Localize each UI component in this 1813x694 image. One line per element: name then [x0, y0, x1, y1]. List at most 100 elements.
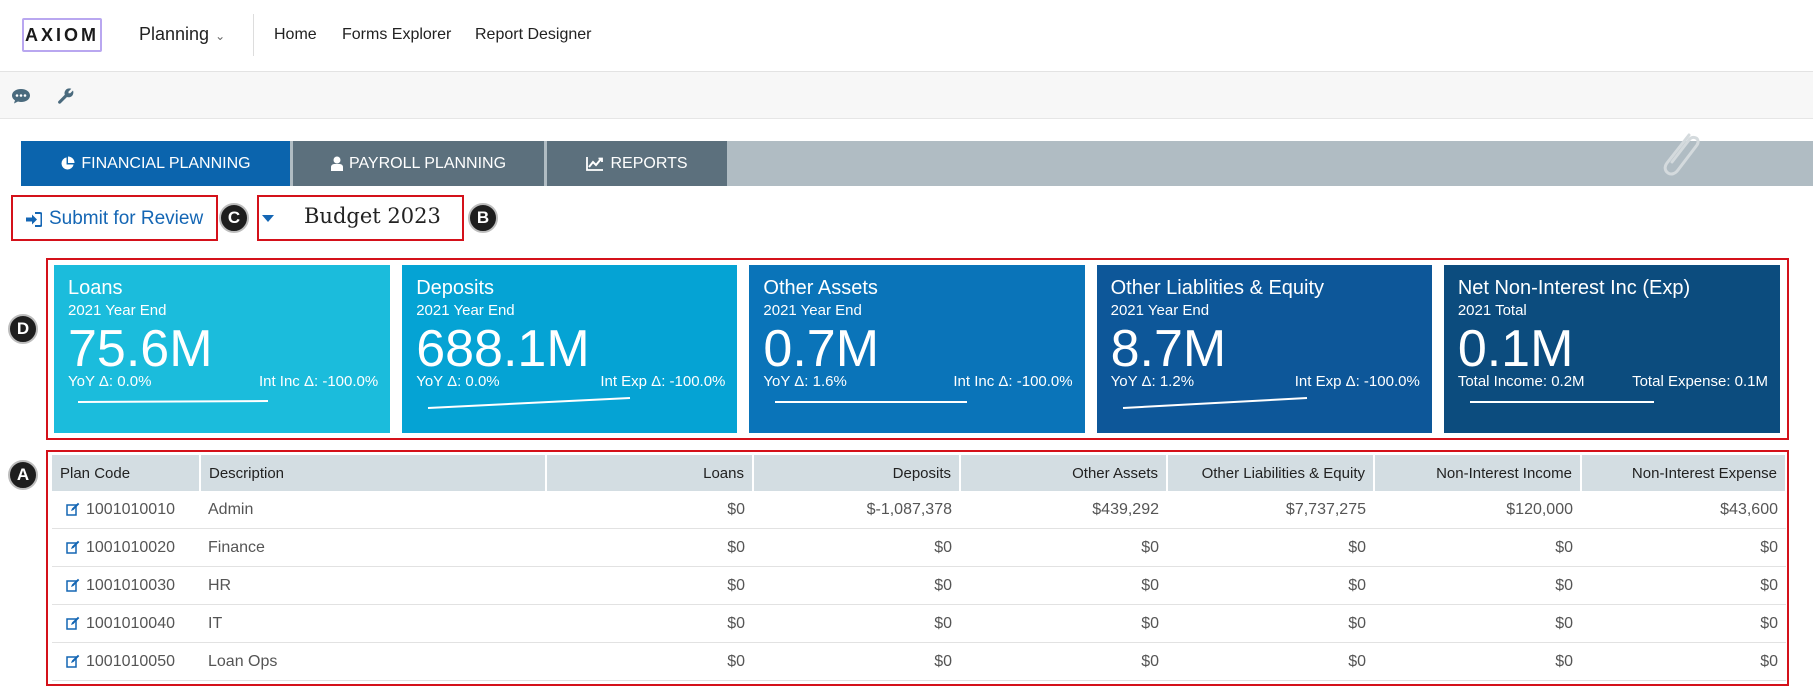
table-cell: $0 [1581, 642, 1786, 681]
table-cell: Admin [200, 491, 546, 529]
tab-financial-planning[interactable]: FINANCIAL PLANNING [21, 141, 290, 186]
kpi-value: 0.1M [1457, 320, 1574, 378]
column-header[interactable]: Plan Code [52, 455, 201, 491]
plan-code-cell[interactable]: 1001010030 [52, 566, 200, 605]
tab-reports-label: REPORTS [610, 154, 688, 172]
plan-code-link[interactable]: 1001010010 [86, 500, 175, 518]
table-cell: $0 [1581, 566, 1786, 605]
column-header[interactable]: Deposits [753, 455, 961, 491]
table-cell: $0 [546, 528, 753, 567]
nav-forms-explorer[interactable]: Forms Explorer [342, 26, 452, 43]
table-cell: $0 [753, 566, 960, 605]
axiom-logo[interactable]: AXIOM [22, 18, 102, 52]
table-cell: Finance [200, 528, 546, 567]
table-cell: Loan Ops [200, 642, 546, 681]
plan-code-link[interactable]: 1001010040 [86, 614, 175, 632]
column-header[interactable]: Description [200, 455, 547, 491]
kpi-card-other-assets[interactable]: Other Assets 2021 Year End 0.7M YoY Δ: 1… [749, 265, 1085, 433]
kpi-left-stat: YoY Δ: 1.2% [1110, 373, 1195, 390]
column-header[interactable]: Other Liabilities & Equity [1167, 455, 1375, 491]
kpi-subtitle: 2021 Total [1457, 302, 1527, 319]
table-cell: $120,000 [1374, 491, 1581, 529]
table-cell: $0 [753, 642, 960, 681]
table-cell: $-1,087,378 [753, 491, 960, 529]
marker-c: C [219, 203, 249, 233]
column-header[interactable]: Non-Interest Income [1374, 455, 1582, 491]
nav-home[interactable]: Home [274, 26, 317, 43]
kpi-subtitle: 2021 Year End [763, 302, 862, 319]
kpi-right-stat: Int Exp Δ: -100.0% [1294, 373, 1420, 390]
kpi-value: 688.1M [416, 320, 590, 378]
table-cell: $43,600 [1581, 491, 1786, 529]
table-cell: $0 [1581, 604, 1786, 643]
kpi-title: Other Liablities & Equity [1110, 277, 1325, 299]
budget-selector[interactable]: Budget 2023 [262, 204, 441, 228]
table-cell: $0 [546, 491, 753, 529]
kpi-right-stat: Int Inc Δ: -100.0% [258, 373, 379, 390]
sign-in-icon [26, 211, 42, 227]
kpi-footer: YoY Δ: 1.6% Int Inc Δ: -100.0% [763, 373, 1072, 390]
kpi-card-other-liabilities-equity[interactable]: Other Liablities & Equity 2021 Year End … [1096, 265, 1432, 433]
kpi-title: Net Non-Interest Inc (Exp) [1457, 277, 1691, 299]
edit-icon[interactable] [66, 540, 80, 555]
column-header[interactable]: Other Assets [960, 455, 1168, 491]
plan-code-cell[interactable]: 1001010050 [52, 642, 200, 681]
kpi-right-stat: Int Inc Δ: -100.0% [953, 373, 1073, 390]
kpi-sparkline [428, 397, 631, 409]
kpi-left-stat: Total Income: 0.2M [1457, 373, 1585, 390]
table-cell: $0 [1374, 528, 1581, 567]
table-cell: $0 [1581, 528, 1786, 567]
tab-payroll-planning[interactable]: PAYROLL PLANNING [293, 141, 544, 186]
table-row[interactable]: 1001010010 Admin $0 $-1,087,378 $439,292 $7,7… [52, 491, 1786, 529]
dropdown-caret-icon [262, 214, 274, 222]
kpi-title: Deposits [416, 277, 495, 299]
plan-code-cell[interactable]: 1001010010 [52, 491, 200, 529]
table-cell: $0 [753, 604, 960, 643]
table-cell: IT [200, 604, 546, 643]
nav-report-designer[interactable]: Report Designer [475, 26, 592, 43]
tab-reports[interactable]: REPORTS [547, 141, 727, 186]
kpi-card-deposits[interactable]: Deposits 2021 Year End 688.1M YoY Δ: 0.0… [402, 265, 738, 433]
table-row[interactable]: 1001010050 Loan Ops $0 $0 $0 $0 $0 $0 [52, 642, 1786, 681]
plan-code-link[interactable]: 1001010050 [86, 652, 175, 670]
table-cell: $0 [1374, 642, 1581, 681]
chat-icon[interactable] [9, 84, 33, 108]
table-cell: $0 [960, 566, 1167, 605]
edit-icon[interactable] [66, 578, 80, 593]
plan-code-table: Plan Code Description Loans Deposits Oth… [52, 455, 1787, 681]
plan-code-link[interactable]: 1001010030 [86, 576, 175, 594]
table-row[interactable]: 1001010030 HR $0 $0 $0 $0 $0 $0 [52, 566, 1786, 605]
kpi-value: 75.6M [68, 320, 213, 378]
kpi-card-net-non-interest[interactable]: Net Non-Interest Inc (Exp) 2021 Total 0.… [1443, 265, 1781, 433]
table-row[interactable]: 1001010040 IT $0 $0 $0 $0 $0 $0 [52, 604, 1786, 643]
budget-selector-value: Budget 2023 [304, 204, 441, 228]
column-header[interactable]: Non-Interest Expense [1581, 455, 1787, 491]
paperclip-icon[interactable] [1655, 127, 1703, 184]
line-chart-icon [586, 156, 604, 171]
table-cell: $0 [546, 566, 753, 605]
column-header[interactable]: Loans [546, 455, 754, 491]
kpi-footer: YoY Δ: 1.2% Int Exp Δ: -100.0% [1111, 373, 1420, 390]
table-cell: $0 [546, 642, 753, 681]
highlight-box-a [46, 450, 1789, 686]
table-cell: $0 [960, 528, 1167, 567]
edit-icon[interactable] [66, 502, 80, 517]
table-cell: HR [200, 566, 546, 605]
kpi-card-loans[interactable]: Loans 2021 Year End 75.6M YoY Δ: 0.0% Int… [54, 265, 391, 433]
plan-code-cell[interactable]: 1001010020 [52, 528, 200, 567]
edit-icon[interactable] [66, 616, 80, 631]
table-cell: $0 [1167, 566, 1374, 605]
pie-chart-icon [60, 156, 75, 171]
planning-menu[interactable]: Planning ⌄ [139, 24, 225, 45]
plan-code-link[interactable]: 1001010020 [86, 538, 175, 556]
submit-for-review-button[interactable]: Submit for Review [26, 208, 203, 230]
edit-icon[interactable] [66, 654, 80, 669]
plan-code-cell[interactable]: 1001010040 [52, 604, 200, 643]
table-cell: $0 [1374, 604, 1581, 643]
kpi-sparkline [1122, 397, 1307, 409]
wrench-icon[interactable] [54, 84, 78, 108]
kpi-right-stat: Total Expense: 0.1M [1632, 373, 1769, 390]
kpi-value: 0.7M [763, 320, 880, 378]
table-row[interactable]: 1001010020 Finance $0 $0 $0 $0 $0 $0 [52, 528, 1786, 567]
module-tabstrip: FINANCIAL PLANNING PAYROLL PLANNING REPO… [21, 133, 1813, 186]
